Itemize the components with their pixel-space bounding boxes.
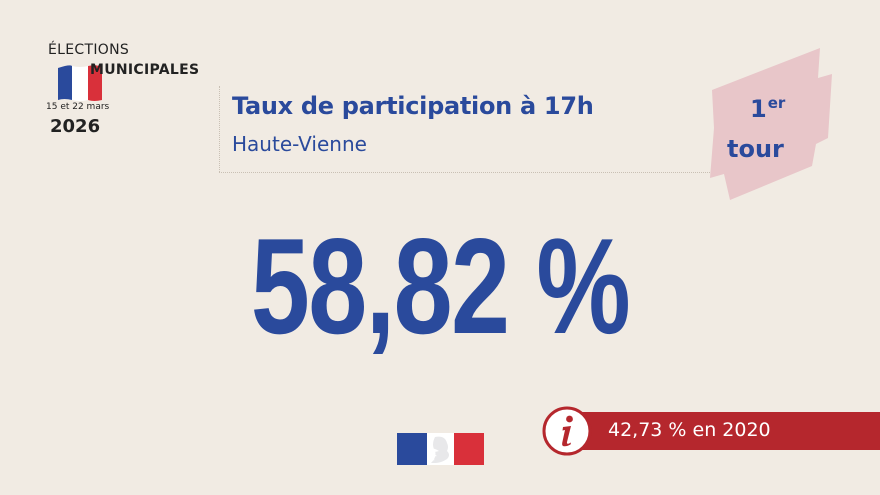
tour-number-suffix: er <box>767 94 786 112</box>
tour-badge: 1er tour <box>700 48 840 218</box>
logo-year: 2026 <box>50 116 101 137</box>
previous-rate-text: 42,73 % en 2020 <box>608 419 771 441</box>
header-divider-vertical <box>219 86 220 172</box>
info-icon <box>542 406 592 456</box>
region-name: Haute-Vienne <box>232 132 367 156</box>
tour-number-digit: 1 <box>750 95 767 123</box>
page-title: Taux de participation à 17h <box>232 92 594 120</box>
logo-line-elections: ÉLECTIONS <box>48 42 130 58</box>
elections-logo: ÉLECTIONS MUNICIPALES 15 et 22 mars 2026 <box>46 40 216 140</box>
french-flag-icon <box>58 65 102 101</box>
marianne-logo-icon <box>397 433 484 465</box>
participation-rate: 58,82 % <box>250 210 631 362</box>
badge-ribbon-shape <box>710 48 832 200</box>
tour-word: tour <box>727 135 784 163</box>
tour-number: 1er <box>750 94 785 123</box>
info-bar <box>556 412 880 450</box>
logo-dates: 15 et 22 mars <box>46 102 110 112</box>
logo-line-municipales: MUNICIPALES <box>90 62 200 78</box>
header-divider-horizontal <box>219 172 714 173</box>
